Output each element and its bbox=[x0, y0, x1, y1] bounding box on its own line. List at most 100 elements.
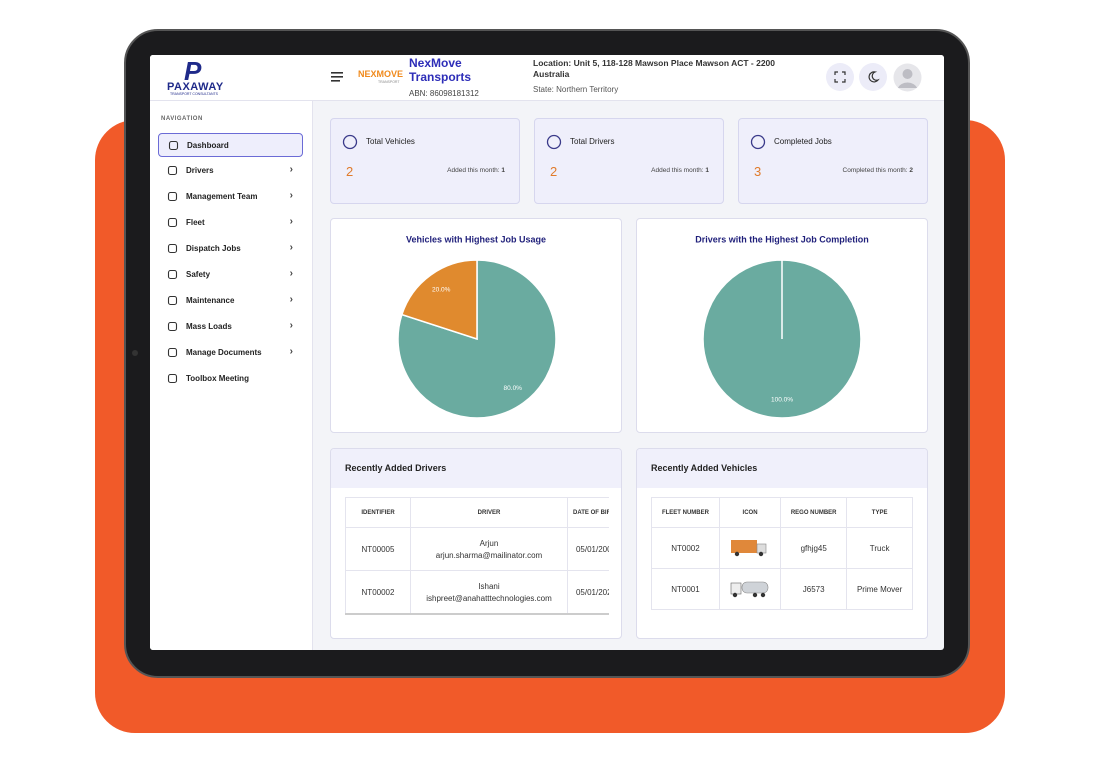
cell-rego: J6573 bbox=[780, 568, 848, 610]
nav-chevron: › bbox=[289, 294, 293, 305]
driver-email: ishpreet@anahatttechnologies.com bbox=[426, 593, 552, 603]
stat-card: Total Drivers 2 Added this month: 1 bbox=[534, 118, 724, 204]
nav-label: Mass Loads bbox=[186, 322, 232, 331]
table-header: TYPE bbox=[846, 497, 913, 528]
nav-icon bbox=[168, 140, 179, 151]
nav-icon bbox=[167, 295, 178, 306]
stat-label: Completed Jobs bbox=[774, 137, 832, 146]
nav-icon-shape bbox=[167, 321, 178, 332]
nav-icon-shape bbox=[167, 191, 178, 202]
nav-label: Drivers bbox=[186, 166, 214, 175]
table-row: NT00005 Arjun arjun.sharma@mailinator.com 0… bbox=[345, 527, 609, 571]
nav-icon bbox=[167, 269, 178, 280]
company-logo: NEXMOVE bbox=[358, 69, 404, 79]
company-logo-sub: TRANSPORT bbox=[378, 80, 400, 84]
camera bbox=[132, 350, 138, 356]
stat-value: 2 bbox=[346, 164, 354, 179]
stat-icon-shape bbox=[546, 134, 562, 150]
stat-note-label: Completed this month: bbox=[842, 167, 908, 174]
stat-note-value: 1 bbox=[705, 167, 709, 174]
cell-icon bbox=[718, 568, 782, 610]
avatar-button[interactable] bbox=[893, 63, 922, 92]
stat-icon bbox=[750, 134, 766, 150]
nav-chevron: › bbox=[289, 216, 293, 227]
stat-note-label: Added this month: bbox=[447, 167, 500, 174]
nav-icon-shape bbox=[167, 243, 178, 254]
table-row: NT00002 Ishani ishpreet@anahatttechnologie… bbox=[345, 570, 609, 613]
nav-icon-shape bbox=[167, 373, 178, 384]
fullscreen-button[interactable] bbox=[826, 63, 854, 91]
nav-label: Toolbox Meeting bbox=[186, 374, 249, 383]
table-card-header bbox=[331, 449, 621, 488]
nav-chevron: › bbox=[289, 190, 293, 201]
table-card: Recently Added Vehicles FLEET NUMBER ICON… bbox=[636, 448, 928, 639]
cell-dob: 05/01/2000 bbox=[567, 527, 609, 571]
stat-icon bbox=[342, 134, 358, 150]
nav-icon bbox=[167, 243, 178, 254]
nav-item[interactable]: Dispatch Jobs › bbox=[158, 237, 303, 261]
logo-mark: P bbox=[184, 56, 202, 86]
cell-fleet: NT0001 bbox=[651, 568, 720, 610]
nav-icon-shape bbox=[167, 165, 178, 176]
nav-label: Dashboard bbox=[187, 141, 229, 150]
nav-label: Safety bbox=[186, 270, 211, 279]
stat-icon-shape bbox=[342, 134, 358, 150]
nav-chevron: › bbox=[289, 164, 293, 175]
menu-button[interactable] bbox=[330, 71, 344, 83]
company-abn: ABN: 86098181312 bbox=[409, 89, 479, 98]
vehicle-icon bbox=[730, 581, 769, 597]
cell-fleet: NT0002 bbox=[651, 527, 720, 569]
nav-icon bbox=[167, 191, 178, 202]
table-card-header bbox=[637, 449, 927, 488]
nav-item[interactable]: Dashboard bbox=[158, 133, 303, 157]
chart-card bbox=[330, 218, 622, 433]
brand-tagline: TRANSPORT CONSULTANTS bbox=[170, 92, 218, 96]
nav-icon bbox=[167, 347, 178, 358]
nav-chevron: › bbox=[289, 242, 293, 253]
nav-label: Manage Documents bbox=[186, 348, 262, 357]
cell-driver: Ishani ishpreet@anahatttechnologies.com bbox=[410, 570, 568, 613]
nav-chevron: › bbox=[289, 268, 293, 279]
nav-icon-shape bbox=[167, 269, 178, 280]
nav-icon-shape bbox=[168, 140, 179, 151]
nav-item[interactable]: Fleet › bbox=[158, 211, 303, 235]
company-name: NexMove Transports bbox=[409, 56, 472, 84]
cell-icon bbox=[718, 527, 782, 569]
vehicle-icon bbox=[731, 539, 767, 556]
stat-note-value: 1 bbox=[501, 167, 505, 174]
nav-item[interactable]: Mass Loads › bbox=[158, 315, 303, 339]
nav-item[interactable]: Safety › bbox=[158, 263, 303, 287]
nav-chevron: › bbox=[289, 320, 293, 331]
nav-item[interactable]: Drivers › bbox=[158, 159, 303, 183]
header bbox=[150, 55, 944, 101]
stat-note: Added this month: 1 bbox=[447, 167, 505, 174]
table-header: REGO NUMBER bbox=[780, 497, 848, 528]
nav-icon-shape bbox=[167, 295, 178, 306]
table-wrap: FLEET NUMBER ICON REGO NUMBER TYPE NT0002 gfh… bbox=[651, 497, 915, 610]
nav-item[interactable]: Manage Documents › bbox=[158, 341, 303, 365]
cell-identifier: NT00005 bbox=[345, 527, 411, 571]
theme-button[interactable] bbox=[859, 63, 887, 91]
nav-item[interactable]: Management Team › bbox=[158, 185, 303, 209]
brand-name: PAXAWAY bbox=[167, 81, 224, 93]
cell-identifier: NT00002 bbox=[345, 570, 411, 613]
table-title: Recently Added Drivers bbox=[345, 463, 447, 473]
stat-label: Total Vehicles bbox=[366, 137, 415, 146]
nav-item[interactable]: Maintenance › bbox=[158, 289, 303, 313]
stat-note-value: 2 bbox=[909, 167, 913, 174]
table-card: Recently Added Drivers IDENTIFIER DRIVER D… bbox=[330, 448, 622, 639]
nav-item[interactable]: Toolbox Meeting bbox=[158, 367, 303, 391]
driver-name: Ishani bbox=[478, 581, 500, 591]
stat-note-label: Added this month: bbox=[651, 167, 704, 174]
table-header: FLEET NUMBER bbox=[651, 497, 720, 528]
stat-value: 2 bbox=[550, 164, 558, 179]
nav-label: Dispatch Jobs bbox=[186, 244, 241, 253]
table-header: ICON bbox=[718, 497, 782, 528]
table-row: NT0001 J6573 Prime Mover bbox=[651, 568, 913, 610]
cell-driver: Arjun arjun.sharma@mailinator.com bbox=[410, 527, 568, 571]
table-title: Recently Added Vehicles bbox=[651, 463, 758, 473]
company-state: State: Northern Territory bbox=[533, 85, 619, 94]
